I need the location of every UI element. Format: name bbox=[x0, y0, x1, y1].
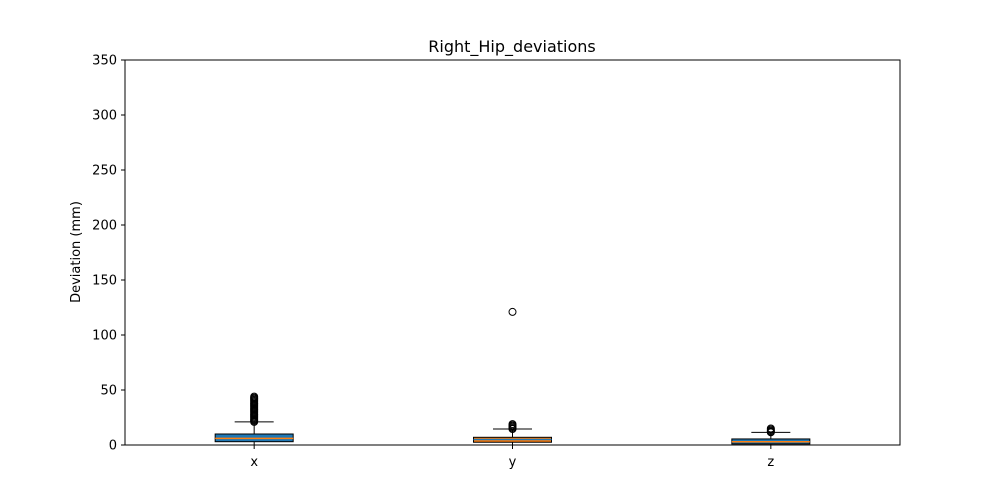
y-tick-label: 300 bbox=[92, 109, 117, 124]
y-tick-label: 200 bbox=[92, 219, 117, 234]
plot-frame bbox=[124, 59, 901, 446]
x-tick-label: z bbox=[767, 455, 774, 470]
box-group-z bbox=[731, 424, 811, 446]
outlier-point bbox=[508, 420, 517, 429]
y-axis-label: Deviation (mm) bbox=[69, 201, 84, 303]
boxes bbox=[214, 307, 811, 446]
y-tick-label: 50 bbox=[100, 384, 117, 399]
outlier-point bbox=[250, 392, 259, 401]
x-tick-label: x bbox=[250, 455, 258, 470]
y-tick-label: 150 bbox=[92, 274, 117, 289]
y-tick-label: 250 bbox=[92, 164, 117, 179]
box-group-y bbox=[473, 307, 552, 446]
y-tick-label: 0 bbox=[109, 439, 117, 454]
chart-title: Right_Hip_deviations bbox=[428, 37, 595, 57]
x-tick-label: y bbox=[509, 455, 517, 470]
y-tick-label: 350 bbox=[92, 54, 117, 69]
y-tick-label: 100 bbox=[92, 329, 117, 344]
outlier-point bbox=[508, 307, 517, 316]
outlier-point bbox=[766, 424, 775, 433]
axis-ticks: 0 50 100 150 200 250 300 350 x y z bbox=[92, 54, 774, 471]
box-group-x bbox=[214, 392, 294, 446]
